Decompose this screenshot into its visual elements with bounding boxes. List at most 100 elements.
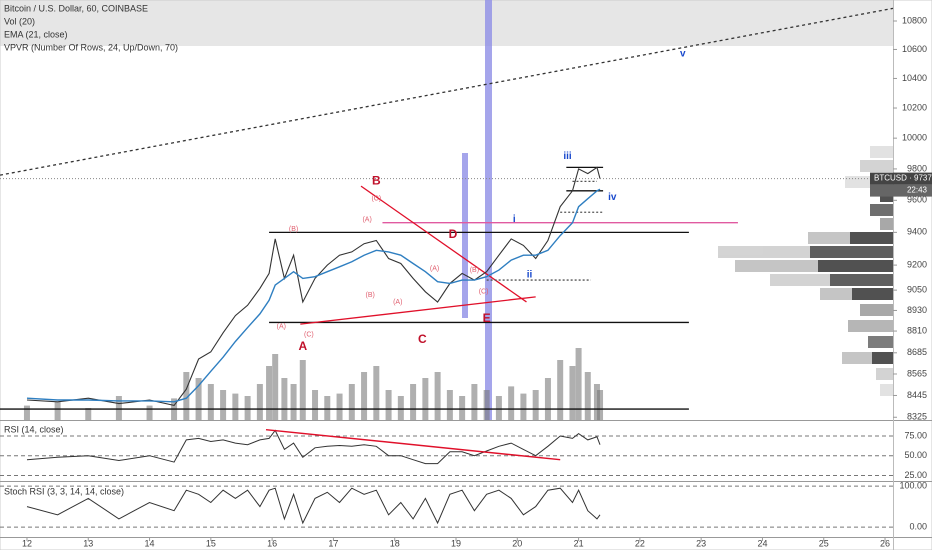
level-line — [360, 185, 527, 303]
x-tick-label: 12 — [22, 538, 32, 548]
indicator-label: EMA (21, close) — [4, 29, 68, 39]
y-tick-label: 9800 — [907, 163, 927, 173]
countdown-box — [870, 184, 932, 197]
x-tick-label: 21 — [574, 538, 584, 548]
wave-label: (A) — [362, 216, 371, 223]
time-band — [485, 0, 492, 420]
rsi-title: RSI (14, close) — [4, 424, 64, 434]
wave-label: ii — [527, 270, 533, 281]
y-tick-label: 8445 — [907, 390, 927, 400]
volume-bar — [520, 393, 527, 420]
volume-bar — [446, 390, 453, 420]
time-band — [462, 153, 468, 318]
x-tick-label: 16 — [267, 538, 277, 548]
volume-bar — [434, 372, 441, 420]
y-tick-label: 25.00 — [904, 470, 927, 480]
x-tick-label: 22 — [635, 538, 645, 548]
wave-label: (C) — [479, 289, 489, 296]
wave-label: i — [513, 214, 516, 225]
x-tick-label: 19 — [451, 538, 461, 548]
volume-bar — [232, 393, 239, 420]
level-line — [0, 7, 894, 176]
legend: Bitcoin / U.S. Dollar, 60, COINBASE Vol … — [4, 3, 178, 496]
wave-label: (A) — [430, 265, 439, 272]
volume-bar — [244, 396, 251, 420]
wave-label: (A) — [393, 299, 402, 306]
x-tick-label: 26 — [880, 538, 890, 548]
stoch_rsi-line — [26, 487, 601, 525]
divergence-line — [265, 428, 561, 461]
volume-bar — [361, 372, 368, 420]
volume-bar — [575, 348, 582, 420]
x-tick-label: 17 — [328, 538, 338, 548]
range-zone — [0, 0, 893, 46]
volume-bar — [85, 408, 92, 420]
indicator-label: Vol (20) — [4, 16, 35, 26]
x-tick-label: 23 — [696, 538, 706, 548]
volume-bar — [266, 366, 273, 420]
y-tick-label: 10200 — [902, 102, 927, 112]
volume-bar — [557, 360, 564, 420]
volume-bar — [569, 366, 576, 420]
rsi-line — [26, 429, 601, 465]
volume-bar — [23, 405, 30, 420]
y-tick-label: 10000 — [902, 133, 927, 143]
y-tick-label: 100.00 — [899, 480, 927, 490]
level-line — [300, 296, 536, 325]
volume-bar — [195, 378, 202, 420]
y-tick-label: 50.00 — [904, 450, 927, 460]
wave-label: B — [372, 174, 381, 188]
y-tick-label: 9050 — [907, 285, 927, 295]
volume-bar — [281, 378, 288, 420]
volume-bar — [422, 378, 429, 420]
volume-bar — [495, 396, 502, 420]
y-tick-label: 8930 — [907, 305, 927, 315]
volume-bar — [324, 396, 331, 420]
wave-label: C — [418, 332, 427, 346]
last-price-label: BTCUSD · 9737.90 — [874, 174, 932, 183]
volume-bar — [256, 384, 263, 420]
y-tick-label: 75.00 — [904, 430, 927, 440]
x-tick-label: 25 — [819, 538, 829, 548]
volume-bar — [207, 384, 214, 420]
volume-bar — [272, 354, 279, 420]
price-line — [26, 166, 601, 407]
stoch-title: Stoch RSI (3, 3, 14, 14, close) — [4, 486, 124, 496]
y-tick-label: 0.00 — [909, 522, 927, 532]
y-tick-label: 10800 — [902, 15, 927, 25]
x-tick-label: 18 — [390, 538, 400, 548]
volume-bar — [459, 396, 466, 420]
volume-bar — [115, 396, 122, 420]
volume-bar — [483, 390, 490, 420]
volume-bar — [471, 384, 478, 420]
wave-label: E — [483, 311, 491, 325]
volume-bar — [584, 372, 591, 420]
volume-bar — [385, 390, 392, 420]
y-tick-label: 9400 — [907, 227, 927, 237]
x-tick-label: 15 — [206, 538, 216, 548]
y-tick-label: 9600 — [907, 195, 927, 205]
volume-bar — [336, 393, 343, 420]
volume-bar — [54, 402, 61, 420]
volume-bar — [290, 384, 297, 420]
x-tick-label: 24 — [757, 538, 767, 548]
wave-label: A — [298, 339, 307, 353]
volume-bar — [348, 384, 355, 420]
volume-bar — [299, 360, 306, 420]
x-tick-label: 13 — [83, 538, 93, 548]
volume-bar — [183, 372, 190, 420]
volume-bar — [373, 366, 380, 420]
y-tick-label: 10600 — [902, 44, 927, 54]
y-tick-label: 9200 — [907, 259, 927, 269]
wave-label: iv — [608, 192, 617, 203]
x-tick-label: 14 — [145, 538, 155, 548]
x-tick-label: 20 — [512, 538, 522, 548]
y-tick-label: 8685 — [907, 347, 927, 357]
volume-bar — [532, 390, 539, 420]
wave-label: (B) — [289, 226, 298, 233]
volume-bar — [146, 405, 153, 420]
volume-profile — [718, 146, 893, 396]
last-price-box — [870, 172, 932, 185]
price-line — [26, 188, 601, 403]
